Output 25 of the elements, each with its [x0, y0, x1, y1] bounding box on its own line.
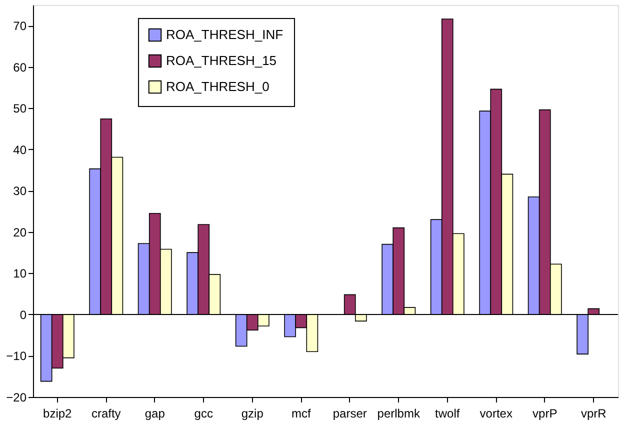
y-tick-label: 10	[13, 266, 27, 281]
y-tick-label: 40	[13, 142, 27, 157]
x-tick-label: bzip2	[43, 406, 72, 420]
x-tick-label: vprP	[532, 406, 558, 420]
x-tick-label: perlbmk	[377, 406, 421, 420]
x-tick-label: twolf	[435, 406, 460, 420]
y-tick-label: 60	[13, 60, 27, 74]
x-tick-label: gzip	[241, 406, 264, 420]
legend-label: ROA_THRESH_INF	[166, 27, 284, 42]
legend-label: ROA_THRESH_15	[166, 53, 277, 68]
x-tick-label: mcf	[291, 406, 312, 420]
y-tick-label: 20	[13, 225, 27, 240]
x-tick-label: gap	[144, 406, 166, 420]
x-tick-label: crafty	[91, 406, 121, 420]
x-tick-label: gcc	[194, 406, 213, 420]
y-tick-label: 30	[13, 184, 27, 198]
y-tick-label: 0	[20, 308, 27, 322]
y-tick-label: −10	[6, 349, 27, 364]
legend-label: ROA_THRESH_0	[166, 79, 270, 94]
x-tick-label: parser	[332, 406, 367, 420]
y-tick-label: −20	[6, 390, 27, 404]
y-tick-label: 50	[13, 102, 27, 116]
x-tick-label: vprR	[580, 406, 607, 420]
y-tick-label: 70	[13, 19, 27, 34]
x-tick-label: vortex	[480, 406, 512, 420]
